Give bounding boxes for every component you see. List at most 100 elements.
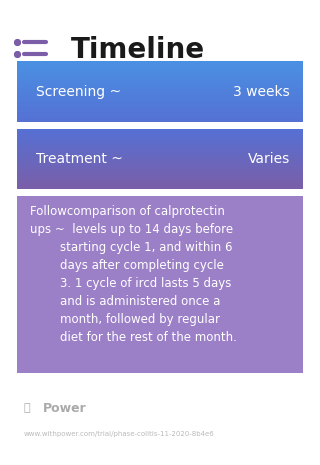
Bar [17,63,303,64]
Bar [17,169,303,171]
Bar [17,338,303,341]
Bar [17,165,303,166]
Bar [17,128,303,130]
Text: Varies: Varies [248,152,290,166]
Bar [17,352,303,356]
Bar [17,136,303,137]
Bar [17,359,303,363]
Bar [17,70,303,71]
Bar [17,137,303,138]
Bar [17,69,303,70]
Bar [17,142,303,143]
Bar [17,270,303,274]
Bar [17,227,303,231]
Bar [17,217,303,220]
Bar [17,313,303,317]
Bar [17,179,303,180]
Bar [17,130,303,131]
Bar [17,199,303,203]
Bar [17,106,303,107]
Bar [17,324,303,327]
Bar [17,150,303,151]
Bar [17,331,303,334]
Text: Followcomparison of calprotectin
ups ~  levels up to 14 days before
        star: Followcomparison of calprotectin ups ~ l… [30,205,237,344]
Bar [17,81,303,82]
Bar [17,151,303,153]
Bar [17,366,303,370]
Bar [17,363,303,366]
Bar [17,184,303,185]
Bar [17,320,303,324]
Bar [17,105,303,106]
Bar [17,88,303,89]
Bar [17,95,303,96]
Bar [17,180,303,181]
Bar [17,167,303,168]
Bar [17,174,303,175]
Bar [17,96,303,98]
Bar [17,206,303,210]
Bar [17,278,303,281]
Bar [17,120,303,121]
Bar [17,220,303,224]
Bar [17,309,303,313]
Bar [17,82,303,83]
Bar [17,80,303,81]
Bar [17,61,303,63]
Bar [17,72,303,73]
Bar [17,356,303,359]
Bar [17,100,303,101]
Bar [17,107,303,108]
Bar [17,175,303,177]
Bar [17,263,303,267]
Bar [17,172,303,173]
Bar [17,259,303,263]
Bar [17,84,303,86]
Bar [17,102,303,104]
Bar [17,327,303,331]
Bar [17,144,303,146]
Bar [17,224,303,227]
Bar [17,166,303,167]
Bar [17,177,303,178]
Bar [17,114,303,116]
Bar [17,94,303,95]
Bar [17,140,303,142]
Bar [17,181,303,183]
Bar [17,295,303,299]
Bar [17,112,303,113]
Bar [17,171,303,172]
Bar [17,108,303,110]
Bar [17,163,303,165]
Text: Timeline: Timeline [71,36,205,64]
Bar [17,345,303,349]
Bar [17,285,303,288]
Bar [17,157,303,159]
Bar [17,98,303,99]
Text: Treatment ~: Treatment ~ [36,152,123,166]
Bar [17,110,303,111]
Text: 3 weeks: 3 weeks [233,85,290,99]
Bar [17,83,303,84]
Bar [17,132,303,133]
Bar [17,66,303,67]
Bar [17,187,303,189]
Bar [17,67,303,69]
Bar [17,183,303,184]
Bar [17,111,303,112]
Bar [17,281,303,285]
Bar [17,203,303,206]
Bar [17,65,303,66]
Bar [17,249,303,252]
Bar [17,274,303,278]
Bar [17,341,303,345]
Bar [17,71,303,72]
Bar [17,146,303,148]
Bar [17,116,303,117]
Bar [17,101,303,102]
Bar [17,64,303,65]
Bar [17,138,303,140]
Bar [17,76,303,77]
Bar [17,131,303,132]
Bar [17,104,303,105]
